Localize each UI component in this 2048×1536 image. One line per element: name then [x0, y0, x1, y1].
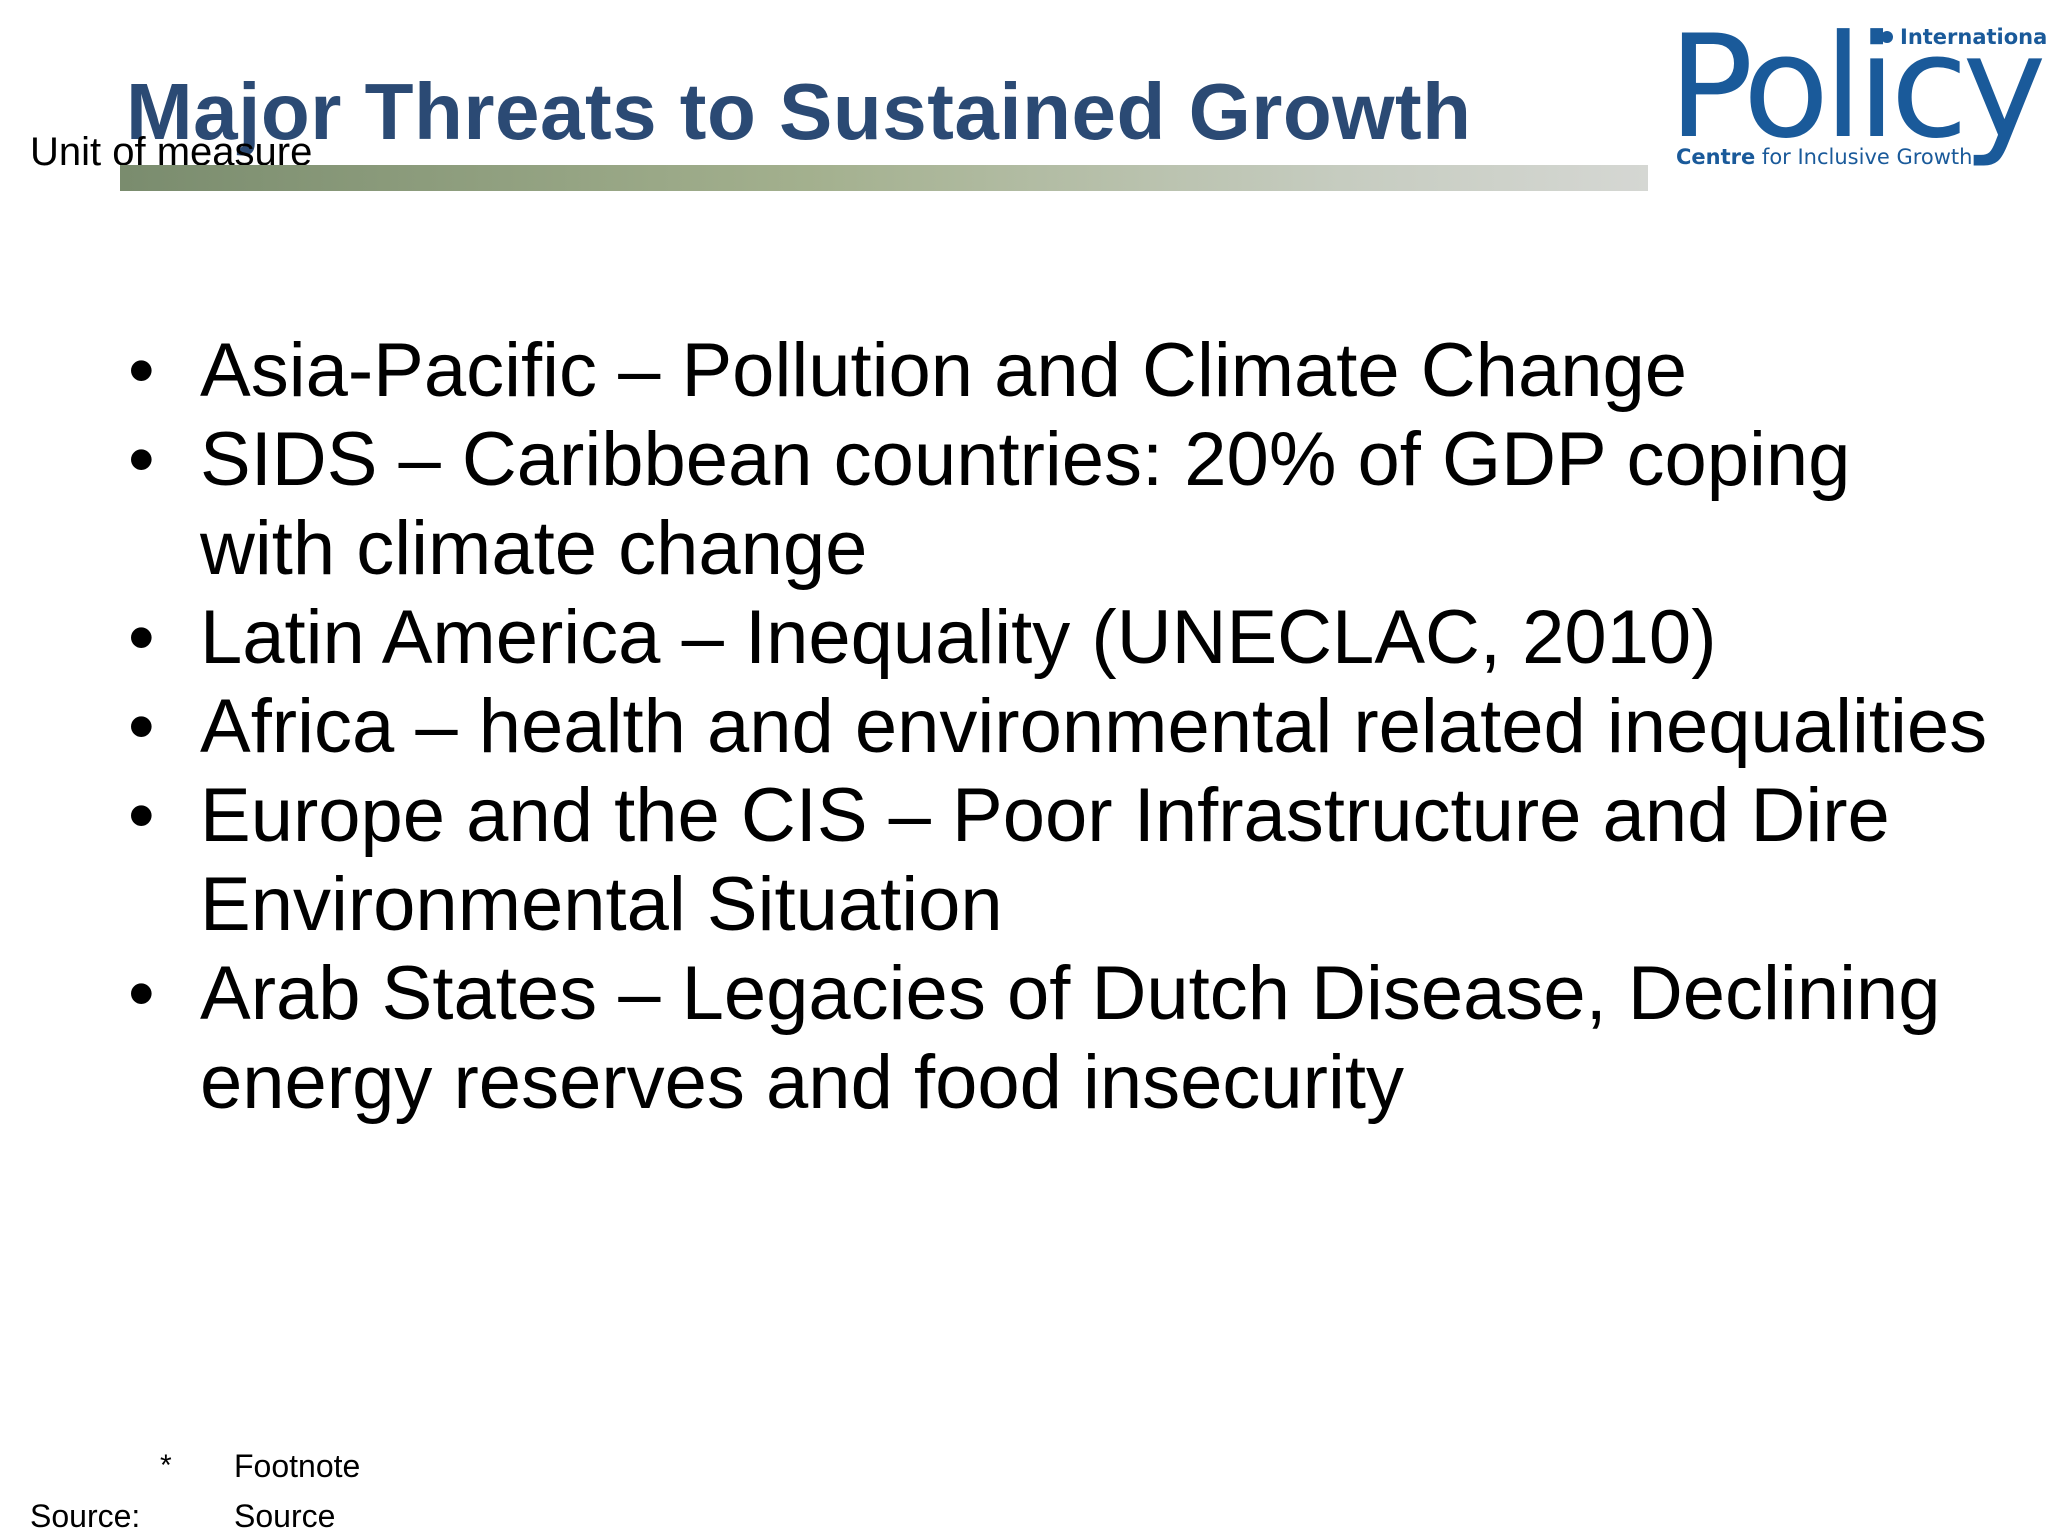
bullet-dot-icon: •: [128, 328, 155, 413]
bullet-text: Asia-Pacific – Pollution and Climate Cha…: [200, 328, 1688, 413]
bullet-item: • Africa – health and environmental rela…: [120, 682, 2000, 771]
source-text: Source: [234, 1498, 336, 1534]
bullet-text: SIDS – Caribbean countries: 20% of GDP c…: [200, 417, 1851, 591]
bullet-text: Arab States – Legacies of Dutch Disease,…: [200, 951, 1941, 1125]
logo-international-text: International: [1900, 25, 2048, 49]
policy-logo: International Policy Centre for Inclusiv…: [1668, 5, 2048, 173]
logo-subtitle-bold: Centre: [1676, 145, 1756, 169]
bullet-list: • Asia-Pacific – Pollution and Climate C…: [120, 326, 2000, 1127]
bullet-item: • Latin America – Inequality (UNECLAC, 2…: [120, 593, 2000, 682]
slide-title: Major Threats to Sustained Growth: [126, 67, 1472, 156]
bullet-item: • SIDS – Caribbean countries: 20% of GDP…: [120, 415, 2000, 593]
source-label: Source:: [30, 1498, 141, 1534]
bullet-text: Latin America – Inequality (UNECLAC, 201…: [200, 595, 1717, 680]
bullet-dot-icon: •: [128, 684, 155, 769]
title-underline-bar: [120, 165, 1648, 191]
bullet-dot-icon: •: [128, 951, 155, 1036]
bullet-dot-icon: •: [128, 595, 155, 680]
bullet-text: Africa – health and environmental relate…: [200, 684, 1988, 769]
footnote-text: Footnote: [234, 1448, 361, 1484]
logo-dot-icon: [1881, 31, 1893, 43]
bullet-dot-icon: •: [128, 773, 155, 858]
bullet-item: • Arab States – Legacies of Dutch Diseas…: [120, 949, 2000, 1127]
logo-subtitle: Centre for Inclusive Growth: [1676, 144, 1972, 170]
footnote-mark: *: [160, 1449, 172, 1482]
bullet-item: • Asia-Pacific – Pollution and Climate C…: [120, 326, 2000, 415]
bullet-item: • Europe and the CIS – Poor Infrastructu…: [120, 771, 2000, 949]
logo-subtitle-rest: for Inclusive Growth: [1755, 145, 1973, 169]
logo-wordmark: Policy: [1668, 5, 2046, 170]
bullet-dot-icon: •: [128, 417, 155, 502]
bullet-text: Europe and the CIS – Poor Infrastructure…: [200, 773, 1890, 947]
